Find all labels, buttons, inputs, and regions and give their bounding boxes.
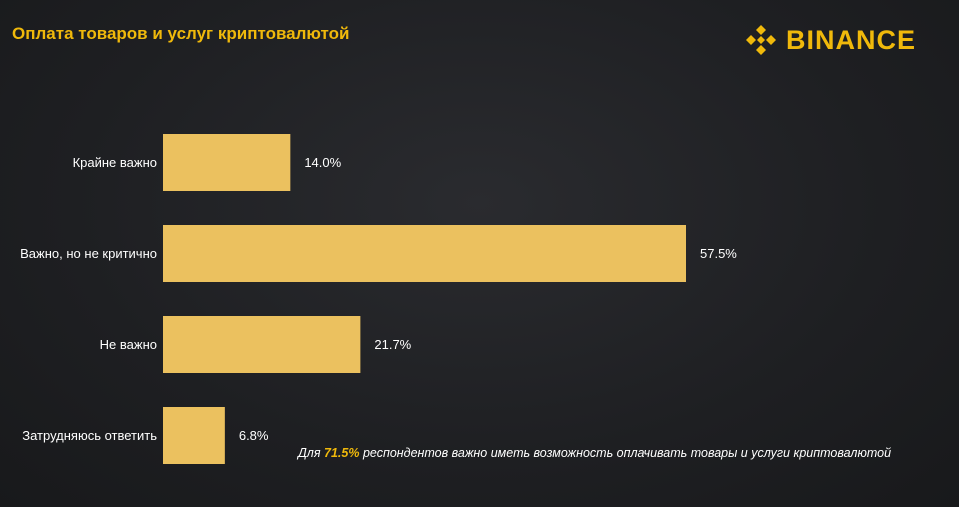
- value-label-4: 6.8%: [239, 428, 269, 443]
- category-label-1: Крайне важно: [73, 155, 157, 170]
- category-label-4: Затрудняюсь ответить: [22, 428, 157, 443]
- value-label-1: 14.0%: [304, 155, 341, 170]
- bar-2: [163, 225, 686, 282]
- footnote-suffix: респондентов важно иметь возможность опл…: [359, 446, 892, 460]
- category-label-3: Не важно: [100, 337, 157, 352]
- footnote: Для 71.5% респондентов важно иметь возмо…: [298, 446, 891, 460]
- chart-title: Оплата товаров и услуг криптовалютой: [12, 24, 350, 43]
- binance-wordmark: BINANCE: [786, 25, 917, 55]
- binance-logo: BINANCE: [744, 22, 944, 58]
- value-label-3: 21.7%: [374, 337, 411, 352]
- binance-diamond-icon: [746, 25, 776, 55]
- value-label-2: 57.5%: [700, 246, 737, 261]
- category-label-2: Важно, но не критично: [20, 246, 157, 261]
- footnote-highlight: 71.5%: [324, 446, 360, 460]
- footnote-prefix: Для: [298, 446, 325, 460]
- bar-4: [163, 407, 225, 464]
- bar-1: [163, 134, 291, 191]
- bar-3: [163, 316, 361, 373]
